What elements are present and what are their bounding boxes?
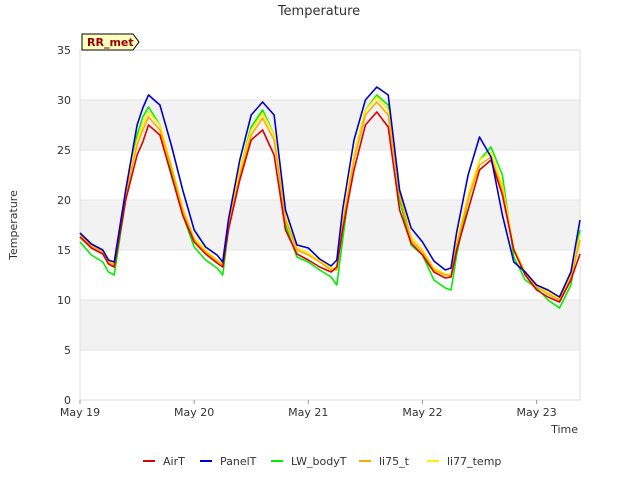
series-line-lw-bodyt [79,94,581,309]
y-tick-label: 5 [64,344,71,357]
x-tick-label: May 20 [174,406,214,419]
series-line-li75-t [79,101,581,301]
legend-item: li77_temp [427,455,501,468]
station-tag: RR_met [81,33,140,51]
legend-item: li75_t [359,455,410,468]
y-tick-label: 10 [57,294,71,307]
grid-band [80,300,580,350]
x-tick-label: May 19 [60,406,100,419]
legend-label: LW_bodyT [291,455,347,468]
y-tick-label: 0 [64,394,71,407]
y-axis-ticks: 0 5 10 15 20 25 30 35 [57,44,71,407]
legend: AirT PanelT LW_bodyT li75_t li77_temp [143,455,501,468]
x-tick-label: May 23 [516,406,556,419]
series-line-airt [79,111,581,303]
legend-item: PanelT [200,455,257,468]
y-tick-label: 15 [57,244,71,257]
chart-title: Temperature [277,4,360,19]
series-line-panelt [79,86,581,298]
y-tick-label: 35 [57,44,71,57]
y-axis-label: Temperature [7,190,20,261]
x-tick-label: May 21 [288,406,328,419]
grid-band [80,200,580,250]
legend-label: li75_t [379,455,410,468]
legend-label: PanelT [220,455,257,468]
y-tick-label: 25 [57,144,71,157]
series-lines [79,86,581,309]
x-axis-label: Time [550,423,578,436]
legend-label: AirT [163,455,185,468]
station-tag-label: RR_met [87,36,134,49]
y-tick-label: 30 [57,94,71,107]
legend-item: LW_bodyT [271,455,347,468]
y-tick-label: 20 [57,194,71,207]
legend-item: AirT [143,455,185,468]
plot-frame [79,49,581,401]
legend-label: li77_temp [447,455,501,468]
x-axis-ticks: May 19 May 20 May 21 May 22 May 23 [60,400,557,419]
x-tick-label: May 22 [402,406,442,419]
grid-bands [80,100,580,350]
